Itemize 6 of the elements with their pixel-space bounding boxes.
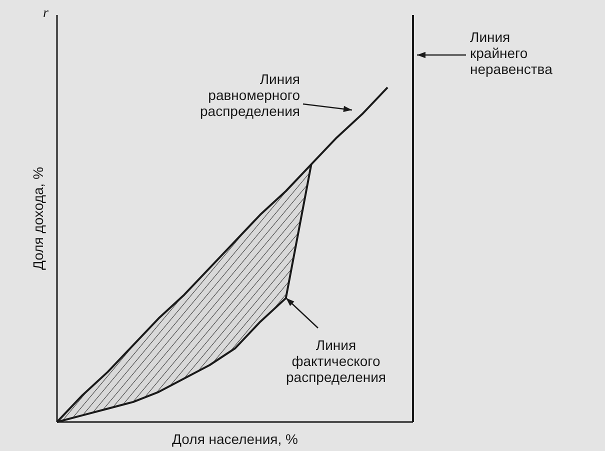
legend-label: Линия фактического распределения <box>286 337 386 385</box>
text: Линия крайнего неравенства <box>470 29 553 77</box>
x-axis-title: Доля населения, % <box>172 431 298 447</box>
y-axis-title: Доля дохода, % <box>30 166 46 270</box>
text: Линия равномерного распределения <box>200 71 300 119</box>
text: r <box>43 6 49 21</box>
